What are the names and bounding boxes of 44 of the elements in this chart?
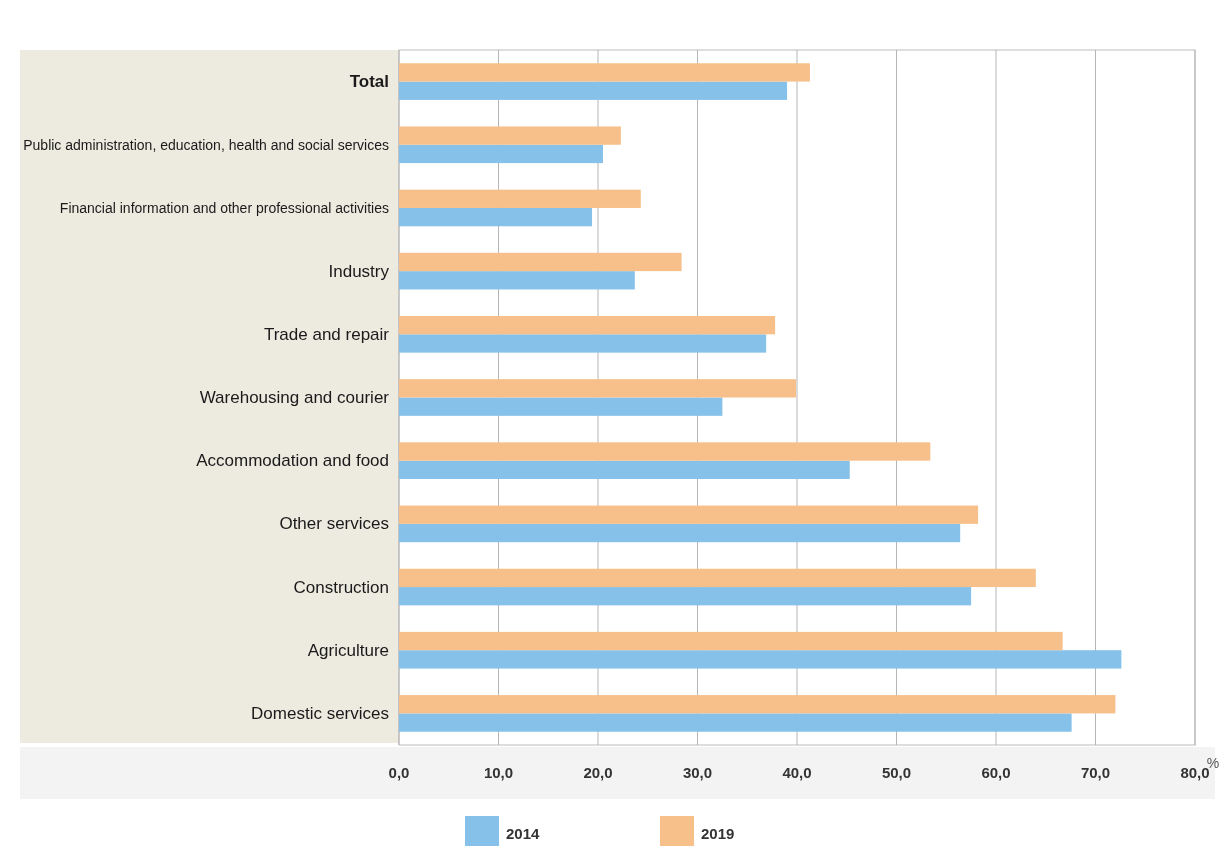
x-tick-label: 50,0 xyxy=(881,764,912,781)
bar xyxy=(399,442,931,461)
x-tick-label: 10,0 xyxy=(483,764,514,781)
y-tick-label: Other services xyxy=(279,514,389,534)
bar xyxy=(399,207,593,227)
x-tick-label: 80,0 xyxy=(1180,764,1210,781)
y-tick-label: Trade and repair xyxy=(263,324,390,344)
legend-label: 2014 xyxy=(506,824,541,842)
x-tick-label: 30,0 xyxy=(682,764,713,781)
bar xyxy=(399,460,850,479)
bar xyxy=(399,252,682,272)
y-tick-label: Agriculture xyxy=(307,640,389,660)
bar xyxy=(399,334,767,353)
y-tick-label: Warehousing and courier xyxy=(199,388,390,407)
x-tick-label: 40,0 xyxy=(782,764,812,781)
bar xyxy=(399,631,1063,651)
y-tick-label: Industry xyxy=(328,261,390,281)
bar xyxy=(399,81,788,100)
y-tick-label: Construction xyxy=(293,577,389,597)
bar xyxy=(399,505,979,524)
y-tick-label: Public administration, education, health and social services xyxy=(23,136,389,153)
bar xyxy=(399,316,776,335)
y-tick-label: Total xyxy=(349,72,389,92)
y-tick-label: Accommodation and food xyxy=(196,451,389,471)
bar xyxy=(399,568,1036,588)
bar xyxy=(399,695,1116,714)
bar xyxy=(399,650,1122,669)
bar xyxy=(399,144,603,164)
bar xyxy=(399,523,961,543)
bar xyxy=(399,126,621,145)
x-tick-label: 70,0 xyxy=(1080,764,1111,781)
y-tick-label: Domestic services xyxy=(251,703,389,723)
bar xyxy=(399,271,635,290)
bar xyxy=(399,379,797,398)
bar xyxy=(399,713,1072,732)
x-tick-label: 60,0 xyxy=(981,764,1011,781)
bar xyxy=(399,397,723,416)
x-tick-label: 20,0 xyxy=(583,764,613,781)
bar xyxy=(399,63,810,82)
x-tick-label: 0,0 xyxy=(388,764,410,781)
bar xyxy=(399,189,641,208)
bar xyxy=(399,587,972,606)
legend-label: 2019 xyxy=(701,824,735,842)
y-tick-label: Financial information and other professional activities xyxy=(59,199,389,216)
